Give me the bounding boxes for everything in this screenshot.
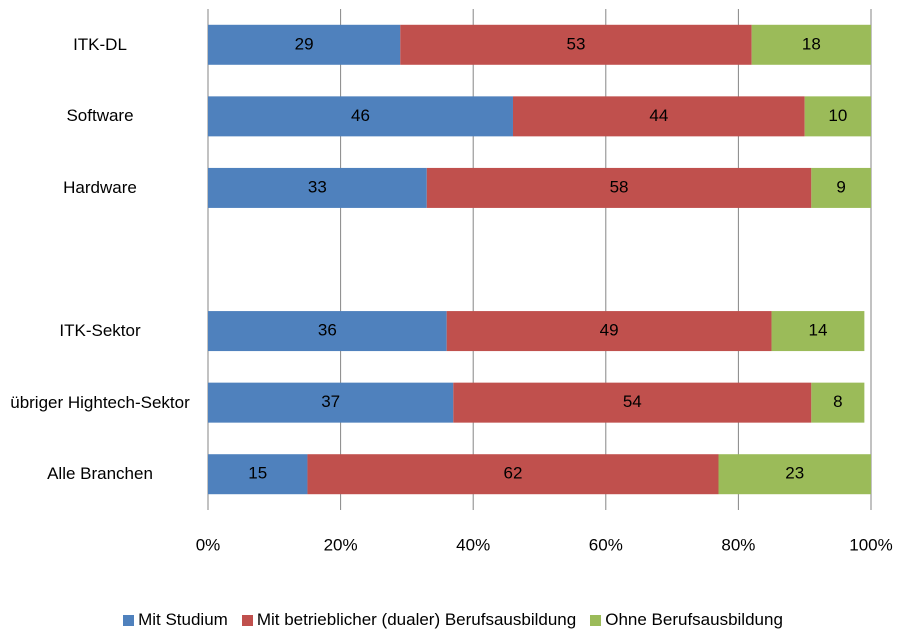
bar-segment: [751, 24, 871, 65]
data-label: 10: [828, 106, 847, 125]
bar-segment: [208, 96, 513, 137]
data-label: 58: [610, 177, 629, 196]
bar-segment: [208, 382, 454, 423]
bar-segment: [208, 454, 308, 495]
data-label: 29: [295, 34, 314, 53]
data-label: 37: [321, 392, 340, 411]
data-label: 14: [808, 321, 827, 340]
y-tick-label: Software: [66, 106, 134, 126]
data-label: 9: [836, 177, 845, 196]
data-label: 53: [567, 34, 586, 53]
y-tick-label: Hardware: [63, 177, 137, 197]
legend-item: Mit betrieblicher (dualer) Berufsausbild…: [241, 610, 577, 630]
x-tick-label: 0%: [196, 535, 221, 554]
bar-segment: [804, 96, 871, 137]
bar-segment: [446, 311, 772, 352]
data-label: 15: [248, 464, 267, 483]
bar-segment: [453, 382, 812, 423]
y-tick-label: ITK-DL: [73, 34, 127, 54]
data-label: 33: [308, 177, 327, 196]
bar-segment: [307, 454, 719, 495]
bar-segment: [811, 382, 865, 423]
x-tick-label: 100%: [849, 535, 892, 554]
bar-segment: [512, 96, 805, 137]
bar-segment: [718, 454, 871, 495]
legend-label: Mit betrieblicher (dualer) Berufsausbild…: [256, 610, 577, 629]
data-label: 36: [318, 321, 337, 340]
legend: Mit Studium Mit betrieblicher (dualer) Be…: [0, 610, 906, 630]
data-label: 54: [623, 392, 642, 411]
legend-label: Mit Studium: [138, 610, 228, 629]
bar-segment: [208, 311, 447, 352]
x-tick-label: 40%: [456, 535, 490, 554]
legend-swatch: [241, 614, 253, 626]
bar-segment: [811, 167, 871, 208]
bar-segment: [208, 167, 427, 208]
data-label: 62: [504, 464, 523, 483]
y-tick-label: übriger Hightech-Sektor: [10, 392, 190, 412]
y-tick-label: Alle Branchen: [47, 464, 153, 484]
legend-item: Ohne Berufsausbildung: [590, 610, 783, 630]
x-tick-label: 60%: [589, 535, 623, 554]
data-label: 44: [649, 106, 668, 125]
data-label: 23: [785, 464, 804, 483]
bar-segment: [426, 167, 812, 208]
data-label: 8: [833, 392, 842, 411]
bar-segment: [208, 24, 401, 65]
data-label: 18: [802, 34, 821, 53]
x-tick-label: 20%: [324, 535, 358, 554]
bar-segment: [400, 24, 752, 65]
legend-item: Mit Studium: [123, 610, 228, 630]
legend-swatch: [123, 614, 135, 626]
legend-swatch: [590, 614, 602, 626]
data-label: 46: [351, 106, 370, 125]
legend-label: Ohne Berufsausbildung: [605, 610, 783, 629]
bar-segment: [771, 311, 865, 352]
data-label: 49: [600, 321, 619, 340]
x-tick-label: 80%: [721, 535, 755, 554]
y-tick-label: ITK-Sektor: [59, 321, 141, 341]
